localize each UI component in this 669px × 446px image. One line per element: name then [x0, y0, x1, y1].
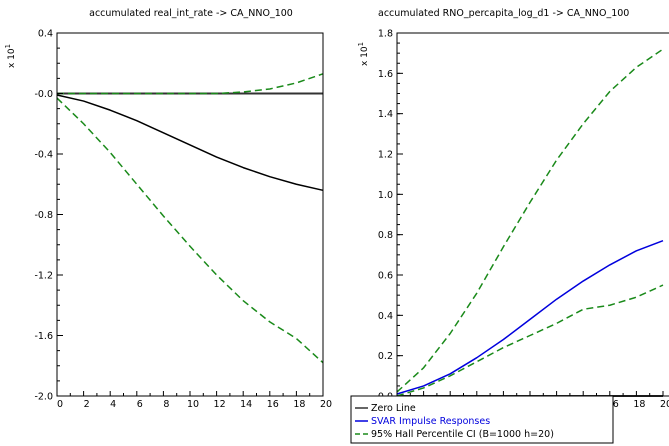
y-tick-label: 0.6 — [378, 271, 393, 282]
y-tick-label: -1.2 — [34, 271, 53, 282]
x-tick-label: 20 — [660, 399, 669, 410]
x-tick-label: 4 — [110, 399, 116, 410]
y-tick-label: 1.6 — [378, 69, 393, 80]
y-tick-label: -2.0 — [34, 392, 53, 403]
x-tick-label: 12 — [214, 399, 226, 410]
y-tick-label: -0.8 — [34, 210, 53, 221]
y-tick-label: 1.8 — [378, 29, 393, 40]
x-tick-label: 16 — [267, 399, 279, 410]
panel-right-title: accumulated RNO_percapita_log_d1 -> CA_N… — [378, 8, 629, 19]
y-tick-label: 1.2 — [378, 150, 393, 161]
panel-left-y-multiplier: x 101 — [4, 44, 17, 68]
y-tick-label: 0.8 — [378, 230, 393, 241]
panel-right: accumulated RNO_percapita_log_d1 -> CA_N… — [357, 8, 669, 410]
y-tick-label: 0.4 — [38, 29, 53, 40]
y-tick-label: -0.0 — [34, 89, 53, 100]
x-tick-label: 14 — [240, 399, 252, 410]
y-tick-label: 1.0 — [378, 190, 393, 201]
x-tick-label: 10 — [187, 399, 199, 410]
ci-lower-line — [396, 284, 664, 397]
panel-right-plot-frame — [396, 32, 669, 397]
y-tick-label: -0.4 — [34, 150, 53, 161]
x-tick-label: 20 — [320, 399, 332, 410]
svar-impulse-response-line — [56, 94, 324, 192]
x-tick-label: 8 — [163, 399, 169, 410]
x-tick-label: 2 — [84, 399, 90, 410]
legend: Zero Line SVAR Impulse Responses 95% Hal… — [350, 395, 614, 444]
panel-right-y-multiplier: x 101 — [357, 42, 370, 66]
y-tick-label: 0.4 — [378, 311, 393, 322]
legend-box — [350, 395, 614, 444]
ci-upper-line — [396, 48, 664, 393]
ci-upper-line — [57, 73, 324, 95]
y-tick-label: 0.2 — [378, 351, 393, 362]
legend-label-zero-line: Zero Line — [371, 403, 416, 414]
x-tick-label: 18 — [293, 399, 305, 410]
x-tick-label: 6 — [137, 399, 143, 410]
panel-left: accumulated real_int_rate -> CA_NNO_100 … — [4, 8, 332, 410]
x-tick-label: 18 — [633, 399, 645, 410]
x-tick-label: 0 — [57, 399, 63, 410]
legend-label-ci: 95% Hall Percentile CI (B=1000 h=20) — [371, 429, 554, 440]
panel-left-title: accumulated real_int_rate -> CA_NNO_100 — [89, 8, 293, 19]
legend-label-svar: SVAR Impulse Responses — [371, 416, 490, 427]
panel-left-plot-frame — [56, 32, 324, 397]
svar-impulse-response-line — [396, 240, 664, 395]
ci-lower-line — [56, 97, 324, 364]
y-tick-label: 1.4 — [378, 109, 393, 120]
y-tick-label: -1.6 — [34, 331, 53, 342]
